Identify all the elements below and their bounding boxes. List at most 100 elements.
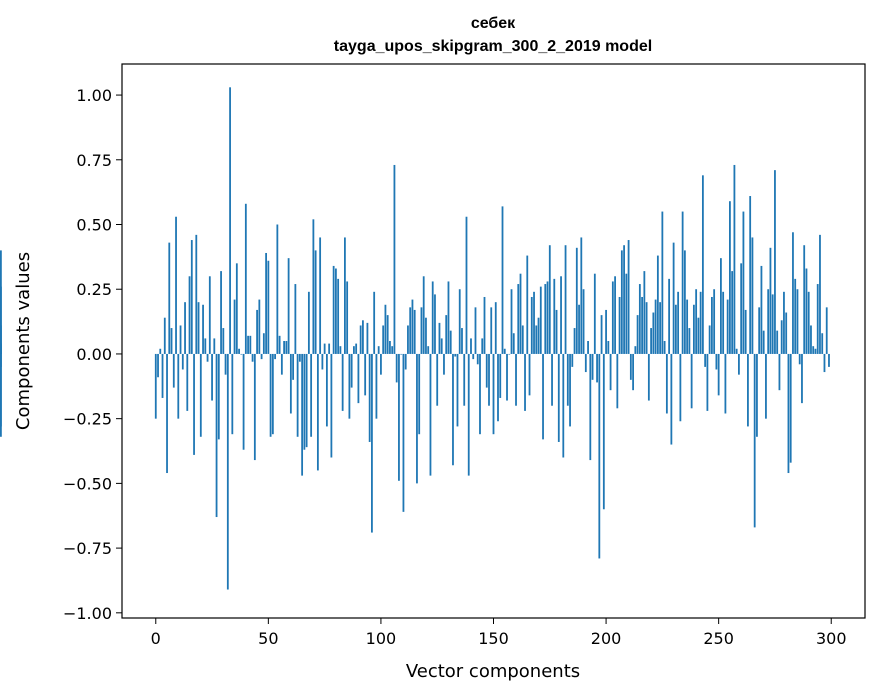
bar-205: [616, 353, 619, 409]
bar-95: [368, 353, 371, 442]
bar-115: [413, 309, 416, 354]
bar-198: [600, 315, 603, 354]
bar-111: [404, 353, 407, 370]
bar-128: [443, 353, 445, 375]
bar-41: [247, 335, 249, 354]
bar-12: [181, 353, 184, 370]
bar-87: [350, 353, 353, 388]
bar-241: [697, 317, 700, 354]
bar-57: [283, 341, 286, 354]
bar-24: [208, 276, 211, 354]
bar-225: [661, 211, 664, 354]
bar-11: [179, 325, 182, 354]
x-tick-label: 150: [478, 629, 509, 648]
bar-133: [454, 353, 457, 357]
bar-90: [357, 353, 360, 404]
bar-159: [512, 333, 515, 354]
bar-287: [801, 353, 803, 404]
bar-137: [463, 353, 466, 406]
bar-17: [193, 353, 195, 455]
bar-272: [767, 289, 770, 354]
bar-153: [499, 353, 502, 398]
bar-168: [533, 291, 535, 354]
bar-6: [168, 242, 171, 354]
bar-143: [476, 353, 479, 365]
bar-116: [416, 353, 418, 484]
bar-227: [665, 353, 668, 414]
bar-221: [652, 312, 655, 354]
bar-83: [341, 353, 344, 411]
bar-248: [713, 289, 716, 354]
bar-60: [289, 353, 292, 414]
bar-undefined: [0, 353, 2, 367]
bar-150: [492, 353, 495, 435]
bar-103: [386, 315, 389, 354]
bar-52: [271, 353, 274, 435]
y-axis-ticks: −1.00 −0.75 −0.50 −0.25 0.00 0.25 0.50 0.75 1.00: [63, 86, 122, 623]
bar-122: [429, 353, 432, 476]
bar-199: [602, 353, 605, 510]
bar-31: [224, 353, 227, 375]
bar-4: [163, 317, 166, 354]
x-tick-label: 300: [816, 629, 847, 648]
bar-16: [190, 240, 193, 354]
bar-176: [551, 353, 553, 406]
bar-213: [634, 346, 637, 354]
bar-257: [733, 164, 736, 354]
bar-72: [316, 353, 319, 471]
bar-80: [334, 268, 337, 354]
bar-212: [632, 353, 634, 391]
bar-167: [530, 296, 533, 354]
bar-19: [197, 302, 200, 354]
bar-175: [548, 245, 551, 354]
bar-136: [461, 328, 463, 354]
bar-190: [582, 289, 585, 354]
bar-107: [395, 353, 398, 383]
bar-155: [503, 348, 506, 354]
bar-14: [186, 353, 189, 411]
bar-127: [440, 338, 443, 354]
bar-267: [756, 353, 758, 437]
bar-279: [783, 291, 785, 354]
y-tick-label: 0.25: [76, 280, 112, 299]
x-axis-label: Vector components: [406, 661, 580, 682]
bar-152: [497, 353, 499, 422]
bar-174: [546, 281, 549, 354]
bar-160: [515, 353, 517, 406]
bar-96: [371, 353, 373, 533]
y-tick-label: 0.00: [76, 345, 112, 364]
bar-82: [339, 346, 342, 354]
bar-99: [377, 346, 380, 354]
bar-162: [519, 273, 522, 354]
bar-50: [267, 260, 270, 354]
bar-77: [328, 343, 331, 354]
bar-253: [724, 353, 727, 414]
bar-53: [274, 353, 277, 360]
bar-158: [510, 289, 513, 354]
bar-231: [674, 304, 677, 354]
bar-165: [526, 255, 529, 354]
y-tick-label: 0.50: [76, 216, 112, 235]
bar-79: [332, 265, 335, 354]
bar-193: [589, 353, 592, 461]
bar-47: [260, 353, 263, 360]
bar-232: [677, 291, 680, 354]
bar-5: [166, 353, 168, 474]
bar-27: [215, 353, 218, 518]
bar-73: [319, 237, 322, 354]
bar-148: [488, 353, 490, 406]
bar-8: [172, 353, 175, 388]
bar-183: [566, 353, 569, 406]
bar-40: [244, 203, 247, 354]
chart-subtitle: tayga_upos_skipgram_300_2_2019 model: [334, 38, 652, 55]
bar-46: [258, 299, 261, 354]
bar-88: [353, 346, 355, 354]
bar-93: [364, 353, 367, 396]
bar-192: [587, 341, 589, 354]
bar-297: [823, 353, 826, 373]
bar-146: [483, 296, 486, 354]
bar-3: [161, 353, 164, 398]
bar-117: [418, 353, 421, 435]
bar-271: [765, 353, 767, 419]
bar-240: [695, 289, 698, 354]
